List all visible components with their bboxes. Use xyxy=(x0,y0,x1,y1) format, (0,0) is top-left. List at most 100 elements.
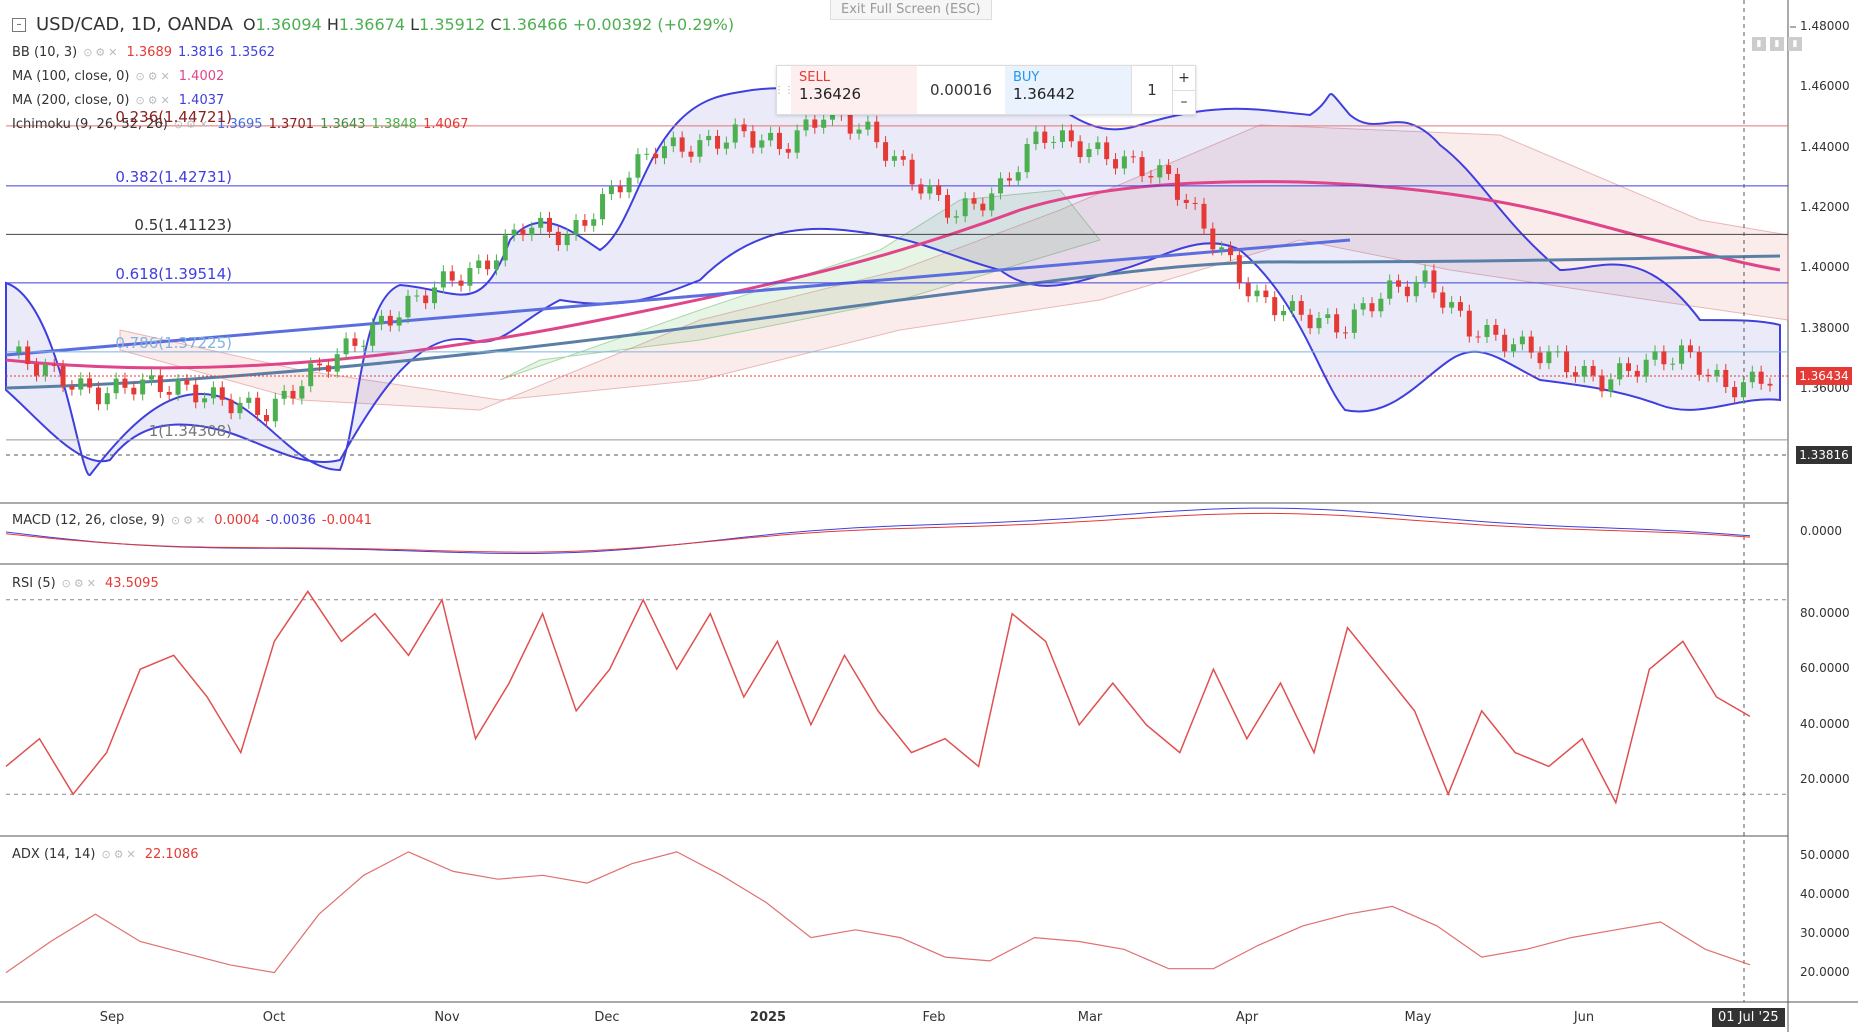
candle xyxy=(918,184,924,194)
indicator-ma200[interactable]: MA (200, close, 0) ⊙⚙✕ 1.4037 xyxy=(12,92,224,110)
candle xyxy=(1714,369,1720,377)
fib-level-label: 0.236(1.44721) xyxy=(115,107,232,126)
candle xyxy=(1201,203,1207,229)
rsi-line xyxy=(5,590,1751,805)
candle xyxy=(644,153,650,155)
time-axis-label: Nov xyxy=(434,1010,460,1025)
candle xyxy=(1404,286,1410,297)
ichimoku-value-5: 1.4067 xyxy=(423,117,469,132)
candle xyxy=(785,149,791,153)
cursor-price-tag: 1.33816 xyxy=(1796,446,1852,464)
quantity-input[interactable]: 1 xyxy=(1131,66,1172,114)
time-axis-label: Mar xyxy=(1077,1010,1103,1025)
candle xyxy=(1024,144,1030,173)
ichimoku-value-2: 1.3701 xyxy=(268,117,315,132)
candle xyxy=(980,203,986,211)
adx-axis-label: 30.0000 xyxy=(1800,925,1850,940)
candle xyxy=(1174,173,1180,200)
candle xyxy=(900,156,906,160)
adx-axis-label: 40.0000 xyxy=(1800,886,1850,901)
macd-value-2: -0.0036 xyxy=(265,513,316,528)
candle xyxy=(1157,165,1163,178)
candle xyxy=(1307,314,1313,329)
candle xyxy=(1413,281,1419,297)
candle xyxy=(1130,156,1136,158)
candle xyxy=(140,379,146,395)
candle xyxy=(334,354,340,372)
indicator-settings-icons[interactable]: ⊙⚙✕ xyxy=(135,70,173,83)
indicator-ichimoku[interactable]: Ichimoku (9, 26, 52, 26) ⊙⚙✕ 1.3695 1.37… xyxy=(12,116,469,134)
rsi-axis-label: 20.0000 xyxy=(1800,772,1850,787)
candle xyxy=(1086,149,1092,158)
price-axis-label: 1.48000 xyxy=(1800,19,1850,33)
time-axis-label: Sep xyxy=(99,1010,125,1025)
sell-button[interactable]: SELL 1.36426 xyxy=(791,66,917,114)
indicator-macd[interactable]: MACD (12, 26, close, 9) ⊙⚙✕ 0.0004 -0.00… xyxy=(12,512,372,530)
candle xyxy=(1590,365,1596,376)
candle xyxy=(1537,352,1543,364)
indicator-settings-icons[interactable]: ⊙⚙✕ xyxy=(173,118,212,131)
candle xyxy=(432,287,438,304)
candle xyxy=(1723,369,1729,388)
candle xyxy=(803,119,809,131)
candle xyxy=(847,114,853,134)
cursor-date-tag: 01 Jul '25 xyxy=(1712,1008,1785,1027)
candle xyxy=(131,387,137,395)
candle xyxy=(511,229,517,236)
candle xyxy=(352,338,358,346)
candle xyxy=(750,131,756,148)
indicator-settings-icons[interactable]: ⊙⚙✕ xyxy=(83,46,121,59)
indicator-settings-icons[interactable]: ⊙⚙✕ xyxy=(135,94,173,107)
candle xyxy=(104,393,110,405)
candle xyxy=(423,295,429,304)
candle xyxy=(909,159,915,185)
indicator-bb[interactable]: BB (10, 3) ⊙⚙✕ 1.3689 1.3816 1.3562 xyxy=(12,44,275,62)
buy-button[interactable]: BUY 1.36442 xyxy=(1005,66,1131,114)
quantity-stepper[interactable]: + – xyxy=(1172,66,1195,114)
increase-button[interactable]: + xyxy=(1173,66,1195,91)
candle xyxy=(1643,359,1649,377)
fib-level-label: 0.5(1.41123) xyxy=(134,216,232,235)
symbol-name[interactable]: USD/CAD, 1D, OANDA xyxy=(36,14,233,35)
collapse-icon[interactable]: – xyxy=(12,17,26,32)
candle xyxy=(944,194,950,218)
candle xyxy=(1449,302,1455,308)
candle xyxy=(60,365,66,387)
candle xyxy=(387,315,393,326)
indicator-bb-name: BB (10, 3) xyxy=(12,45,78,60)
price-axis-label: 1.44000 xyxy=(1800,139,1850,154)
close-pane-icon[interactable]: ▮ xyxy=(1788,37,1802,51)
price-axis-label: 1.40000 xyxy=(1800,260,1850,275)
candle xyxy=(856,129,862,134)
candle xyxy=(414,295,420,297)
candle xyxy=(732,124,738,143)
indicator-macd-name: MACD (12, 26, close, 9) xyxy=(12,513,165,528)
indicator-settings-icons[interactable]: ⊙⚙✕ xyxy=(61,577,99,590)
indicator-ma100[interactable]: MA (100, close, 0) ⊙⚙✕ 1.4002 xyxy=(12,68,224,86)
decrease-button[interactable]: – xyxy=(1180,94,1188,111)
exit-full-screen-button[interactable]: Exit Full Screen (ESC) xyxy=(830,0,992,20)
rsi-axis-label: 40.0000 xyxy=(1800,716,1850,731)
maximize-pane-icon[interactable]: ▮ xyxy=(1770,37,1784,51)
candle xyxy=(741,124,747,132)
candle xyxy=(34,364,40,376)
drag-handle-icon[interactable]: ⋮⋮ xyxy=(774,84,794,96)
candle xyxy=(1546,351,1552,364)
indicator-settings-icons[interactable]: ⊙⚙✕ xyxy=(101,848,139,861)
candle xyxy=(661,146,667,159)
indicator-rsi[interactable]: RSI (5) ⊙⚙✕ 43.5095 xyxy=(12,575,159,593)
candle xyxy=(1572,372,1578,377)
candle xyxy=(670,137,676,147)
fib-level-label: 0.618(1.39514) xyxy=(115,264,232,283)
candle xyxy=(626,177,632,193)
indicator-adx[interactable]: ADX (14, 14) ⊙⚙✕ 22.1086 xyxy=(12,846,199,864)
candle xyxy=(1670,363,1676,365)
trade-panel: ⋮⋮ SELL 1.36426 0.00016 BUY 1.36442 1 + … xyxy=(774,65,1196,115)
candle xyxy=(776,132,782,150)
candle xyxy=(1183,199,1189,203)
indicator-settings-icons[interactable]: ⊙⚙✕ xyxy=(170,514,209,527)
candle xyxy=(1661,351,1667,365)
candle xyxy=(953,216,959,218)
minimize-pane-icon[interactable]: ▮ xyxy=(1752,37,1766,51)
